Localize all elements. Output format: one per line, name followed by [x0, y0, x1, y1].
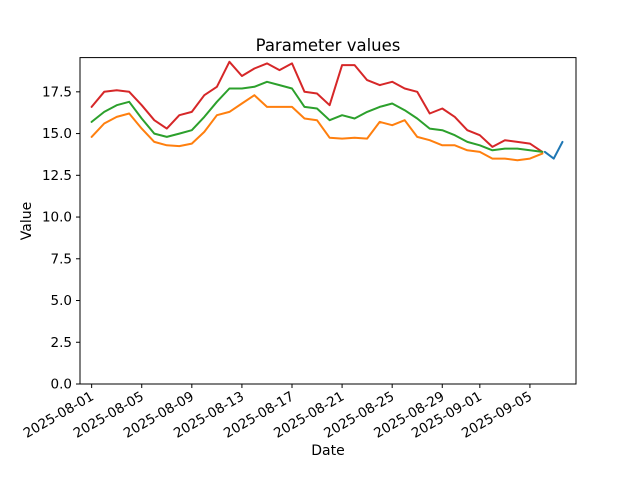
y-tick-label: 10.0 — [42, 210, 72, 226]
y-tick-label: 2.5 — [51, 335, 72, 351]
chart-title: Parameter values — [255, 36, 401, 55]
y-tick-label: 12.5 — [42, 168, 72, 184]
series-green-line — [90, 80, 544, 153]
y-tick-label: 7.5 — [51, 251, 72, 267]
y-tick-label: 5.0 — [51, 293, 72, 309]
series-orange-line — [90, 94, 544, 162]
y-tick-label: 17.5 — [42, 84, 72, 100]
x-axis-label: Date — [311, 443, 345, 459]
y-axis-label: Value — [19, 201, 35, 241]
plot-border — [79, 57, 577, 385]
y-tick-label: 15.0 — [42, 126, 72, 142]
series-red-line — [90, 60, 544, 153]
series-blue-line — [543, 140, 564, 160]
y-tick-label: 0.0 — [51, 377, 72, 393]
